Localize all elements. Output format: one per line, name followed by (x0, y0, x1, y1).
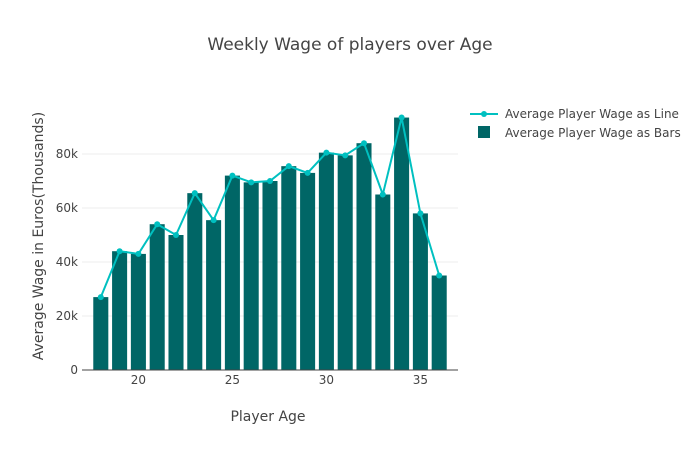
bar[interactable] (224, 175, 240, 370)
y-tick-label: 0 (70, 363, 78, 377)
y-axis-title: Average Wage in Euros(Thousands) (31, 112, 47, 360)
y-tick-label: 40k (56, 255, 78, 269)
line-point[interactable] (417, 210, 424, 217)
bar[interactable] (262, 181, 278, 370)
bar[interactable] (112, 251, 128, 370)
bar[interactable] (149, 224, 165, 370)
y-tick-label: 80k (56, 147, 78, 161)
bar[interactable] (93, 297, 109, 370)
line-point[interactable] (267, 178, 273, 184)
line-point[interactable] (361, 140, 367, 147)
bar[interactable] (412, 213, 428, 370)
bar[interactable] (318, 152, 334, 370)
bar[interactable] (243, 182, 259, 370)
x-tick-label: 20 (131, 373, 146, 387)
chart-title: Weekly Wage of players over Age (207, 35, 492, 55)
legend-label-line: Average Player Wage as Line (505, 107, 679, 121)
legend-line-marker (481, 111, 487, 117)
line-point[interactable] (116, 248, 123, 255)
line-point[interactable] (304, 169, 311, 176)
line-point[interactable] (229, 172, 236, 179)
x-tick-label: 25 (225, 373, 240, 387)
bar[interactable] (187, 193, 203, 370)
y-tick-label: 60k (56, 201, 78, 215)
bar[interactable] (300, 172, 316, 370)
bar[interactable] (356, 143, 372, 370)
line-point[interactable] (248, 179, 255, 186)
bar[interactable] (394, 117, 410, 370)
line-point[interactable] (154, 221, 161, 228)
line-point[interactable] (173, 232, 179, 238)
legend[interactable]: Average Player Wage as Line Average Play… (470, 107, 681, 140)
line-series (97, 114, 443, 301)
bar[interactable] (168, 235, 184, 370)
x-tick-label: 30 (319, 373, 334, 387)
bar[interactable] (281, 166, 297, 370)
line-point[interactable] (379, 191, 386, 198)
line-point[interactable] (210, 217, 217, 224)
legend-label-bars: Average Player Wage as Bars (505, 126, 681, 140)
line-point[interactable] (285, 163, 292, 170)
bar[interactable] (337, 155, 353, 370)
bar[interactable] (206, 220, 222, 370)
line-point[interactable] (342, 152, 349, 159)
legend-bar-swatch (478, 126, 490, 138)
y-tick-label: 20k (56, 309, 78, 323)
line-point[interactable] (436, 272, 443, 279)
x-tick-label: 35 (413, 373, 428, 387)
line-point[interactable] (398, 114, 405, 121)
bar[interactable] (375, 194, 391, 371)
line-point[interactable] (97, 294, 104, 301)
bar-series (93, 117, 447, 371)
line-point[interactable] (323, 149, 330, 156)
line-point[interactable] (191, 190, 198, 197)
legend-item-bars[interactable]: Average Player Wage as Bars (478, 126, 681, 140)
bar[interactable] (431, 275, 447, 371)
line-point[interactable] (135, 250, 142, 257)
bar[interactable] (130, 253, 146, 370)
x-axis-title: Player Age (230, 409, 305, 425)
tick-labels: 0 20k 40k 60k 80k 20 25 30 35 (56, 147, 428, 387)
legend-item-line[interactable]: Average Player Wage as Line (470, 107, 679, 121)
